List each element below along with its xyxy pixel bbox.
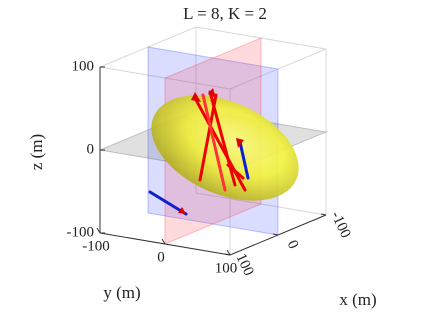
y-tick-label: 0 <box>157 249 165 265</box>
arrows <box>148 88 250 216</box>
y-tick <box>161 238 166 245</box>
y-tick <box>96 227 101 234</box>
y-axis-label: y (m) <box>103 283 140 302</box>
box-edge <box>99 26 197 68</box>
arrow <box>238 140 250 180</box>
y-tick-label: -100 <box>82 238 110 254</box>
z-tick-label: -100 <box>67 224 95 240</box>
chart-title: L = 8, K = 2 <box>183 4 267 23</box>
z-axis-label: z (m) <box>27 134 46 170</box>
x-tick-label: -100 <box>327 209 353 241</box>
arrow <box>193 96 247 192</box>
box-edge <box>195 192 327 216</box>
x-tick <box>224 253 231 256</box>
z-tick-label: 0 <box>87 141 95 157</box>
box-edge <box>195 26 327 50</box>
x-tick <box>320 213 327 216</box>
arrow <box>201 93 227 192</box>
arrow <box>226 163 245 180</box>
arrow <box>198 93 218 182</box>
y-tick-label: 100 <box>215 260 238 276</box>
box-edge <box>99 66 231 90</box>
box-edge <box>229 48 327 90</box>
y-tick <box>226 249 231 256</box>
x-axis-label: x (m) <box>339 290 376 309</box>
x-tick-label: 0 <box>284 238 302 252</box>
x-tick <box>272 233 279 236</box>
z-tick-label: 100 <box>72 58 95 74</box>
